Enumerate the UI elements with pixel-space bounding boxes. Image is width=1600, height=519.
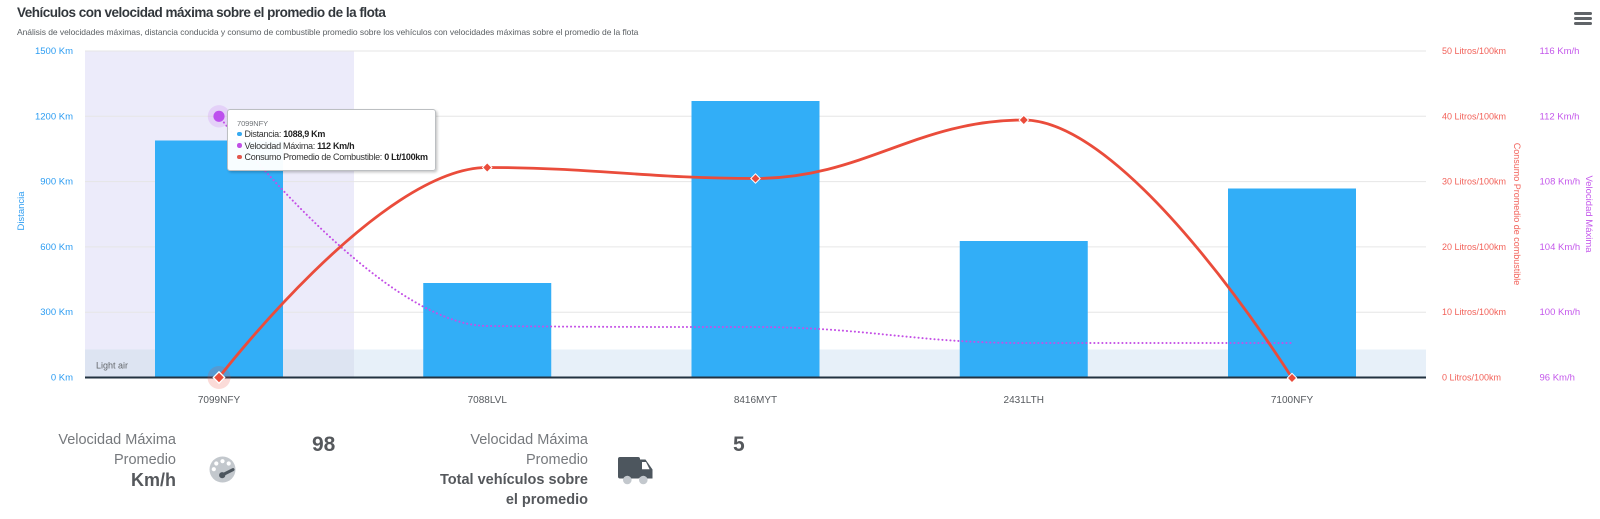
svg-text:7088LVL: 7088LVL <box>468 395 508 406</box>
svg-text:7099NFY: 7099NFY <box>198 395 241 406</box>
svg-text:Light air: Light air <box>96 361 128 371</box>
svg-text:Consumo Promedio de combustibl: Consumo Promedio de combustible <box>1512 143 1522 286</box>
svg-text:1200 Km: 1200 Km <box>35 111 73 122</box>
svg-text:0 Litros/100km: 0 Litros/100km <box>1442 373 1501 383</box>
svg-text:900 Km: 900 Km <box>40 177 73 188</box>
svg-text:100 Km/h: 100 Km/h <box>1540 307 1581 318</box>
svg-text:600 Km: 600 Km <box>40 242 73 253</box>
svg-text:112 Km/h: 112 Km/h <box>1540 111 1580 122</box>
svg-text:116 Km/h: 116 Km/h <box>1540 46 1580 57</box>
svg-text:10 Litros/100km: 10 Litros/100km <box>1442 307 1506 317</box>
svg-text:300 Km: 300 Km <box>40 307 73 318</box>
svg-text:40 Litros/100km: 40 Litros/100km <box>1442 111 1506 121</box>
svg-text:96 Km/h: 96 Km/h <box>1540 373 1575 384</box>
svg-text:104 Km/h: 104 Km/h <box>1540 242 1581 253</box>
svg-text:108 Km/h: 108 Km/h <box>1540 177 1581 188</box>
svg-text:30 Litros/100km: 30 Litros/100km <box>1442 177 1506 187</box>
svg-text:50 Litros/100km: 50 Litros/100km <box>1442 46 1506 56</box>
svg-text:1500 Km: 1500 Km <box>35 46 73 57</box>
svg-text:7100NFY: 7100NFY <box>1271 395 1314 406</box>
svg-text:Distancia: Distancia <box>16 191 27 231</box>
svg-text:Velocidad Máxima: Velocidad Máxima <box>1583 175 1594 253</box>
svg-text:0 Km: 0 Km <box>51 373 73 384</box>
svg-text:20 Litros/100km: 20 Litros/100km <box>1442 242 1506 252</box>
svg-text:2431LTH: 2431LTH <box>1004 395 1044 406</box>
svg-text:8416MYT: 8416MYT <box>734 395 777 406</box>
